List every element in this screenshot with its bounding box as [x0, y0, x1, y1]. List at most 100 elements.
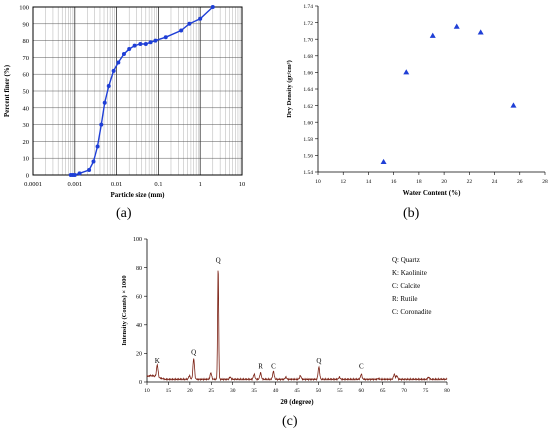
x-tick-label: 20: [187, 388, 193, 394]
y-tick-label: 1.70: [303, 37, 313, 43]
data-point: [187, 21, 192, 26]
data-point: [198, 16, 203, 21]
y-tick-label: 1.68: [303, 54, 313, 60]
peak-label: Q: [216, 257, 221, 265]
panel-label-b: (b): [403, 206, 420, 221]
legend-entry: C: Calcite: [392, 282, 420, 290]
data-point: [138, 41, 143, 46]
data-point: [95, 144, 100, 149]
data-point-triangle: [477, 29, 484, 35]
data-point: [210, 5, 215, 9]
x-tick-label: 65: [380, 388, 386, 394]
x-tick-label: 18: [416, 179, 422, 185]
data-point-triangle: [380, 158, 387, 165]
x-tick-label: 16: [391, 179, 397, 185]
x-tick-label: 35: [251, 388, 257, 394]
data-point: [179, 28, 184, 33]
legend-entry: R: Rutile: [392, 295, 417, 303]
y-tick-label: 60: [136, 294, 142, 300]
chart-b-compaction: 1.54 1.56 1.58 1.60 1.62 1.64 1.66 1.68 1.70 1.72…: [286, 4, 548, 197]
y-tick-label: 0: [139, 380, 142, 386]
x-tick-label: 1: [199, 181, 202, 188]
legend-entry: Q: Quartz: [392, 256, 420, 264]
x-tick-label: 45: [294, 388, 300, 394]
y-tick-label: 50: [23, 89, 30, 96]
y-axis-label: Intensity (Counts) × 1000: [121, 275, 128, 345]
x-tick-label: 75: [423, 388, 429, 394]
chart-c-xrd: 0 20 40 60 80 100 10 15 20 25 30 35 40 45 50 55 60 65 70 75…: [121, 237, 450, 406]
x-tick-label: 0.01: [111, 181, 122, 188]
peak-label: Q: [316, 357, 321, 365]
x-tick-label: 80: [444, 388, 450, 394]
legend-entry: C: Coronadite: [392, 308, 431, 316]
legend-entry: K: Kaolinite: [392, 269, 427, 277]
xrd-pattern-line: [146, 270, 448, 382]
data-point: [111, 68, 116, 73]
y-tick-label: 1.62: [303, 104, 313, 110]
data-point-triangle: [510, 102, 517, 108]
y-axis-label: Dry Density (gr/cm³): [286, 60, 293, 118]
y-tick-label: 1.74: [303, 4, 313, 10]
x-tick-label: 12: [340, 179, 346, 185]
x-tick-label: 28: [542, 179, 548, 185]
y-tick-label: 20: [136, 352, 142, 358]
data-point: [153, 38, 158, 43]
y-tick-label: 1.58: [303, 137, 313, 143]
data-point: [132, 43, 137, 48]
data-point-triangle: [453, 23, 460, 29]
x-tick-label: 0.0001: [24, 181, 42, 188]
data-point: [72, 173, 77, 177]
y-tick-label: 0: [26, 173, 29, 180]
x-axis-label: Particle size (mm): [110, 191, 165, 199]
plot-frame: [32, 6, 243, 176]
data-point: [91, 159, 96, 164]
x-tick-label: 0.1: [154, 181, 162, 188]
x-tick-label: 22: [467, 179, 473, 185]
data-point: [102, 100, 107, 105]
data-point: [121, 52, 126, 57]
y-tick-label: 100: [19, 5, 29, 12]
peak-label: R: [258, 363, 263, 371]
panel-label-a: (a): [116, 206, 132, 221]
y-tick-label: 1.72: [303, 21, 313, 27]
y-tick-label: 60: [23, 72, 30, 79]
data-point: [106, 83, 111, 88]
peak-label: C: [271, 363, 276, 371]
x-tick-label: 15: [166, 388, 172, 394]
x-tick-label: 70: [401, 388, 407, 394]
y-tick-label: 1.64: [303, 87, 313, 93]
x-tick-label: 55: [337, 388, 343, 394]
x-tick-label: 10: [144, 388, 150, 394]
data-point-triangle: [429, 32, 436, 38]
x-tick-label: 24: [492, 179, 498, 185]
peak-label: C: [359, 363, 364, 371]
data-point: [77, 171, 82, 176]
x-axis-label: 2θ (degree): [280, 398, 314, 406]
y-tick-label: 1.66: [303, 71, 313, 77]
y-tick-label: 20: [23, 139, 30, 146]
y-tick-label: 70: [23, 55, 30, 62]
y-tick-label: 40: [23, 105, 30, 112]
data-point: [148, 40, 153, 45]
data-point: [116, 60, 121, 65]
x-tick-label: 0.001: [67, 181, 82, 188]
x-tick-label: 40: [273, 388, 279, 394]
y-tick-label: 80: [23, 38, 30, 45]
y-tick-label: 30: [23, 122, 30, 129]
x-tick-label: 50: [316, 388, 322, 394]
x-tick-label: 10: [239, 181, 246, 188]
data-point: [87, 167, 92, 172]
x-tick-label: 26: [517, 179, 523, 185]
y-tick-label: 1.56: [303, 154, 313, 160]
x-tick-label: 10: [315, 179, 321, 185]
y-tick-label: 1.60: [303, 120, 313, 126]
y-tick-label: 40: [136, 323, 142, 329]
x-axis-label: Water Content (%): [403, 189, 461, 197]
y-tick-label: 100: [133, 237, 142, 243]
x-tick-label: 25: [209, 388, 215, 394]
y-tick-label: 80: [136, 266, 142, 272]
data-point: [127, 47, 132, 51]
y-tick-label: 10: [23, 156, 30, 163]
y-tick-label: 90: [23, 21, 30, 28]
